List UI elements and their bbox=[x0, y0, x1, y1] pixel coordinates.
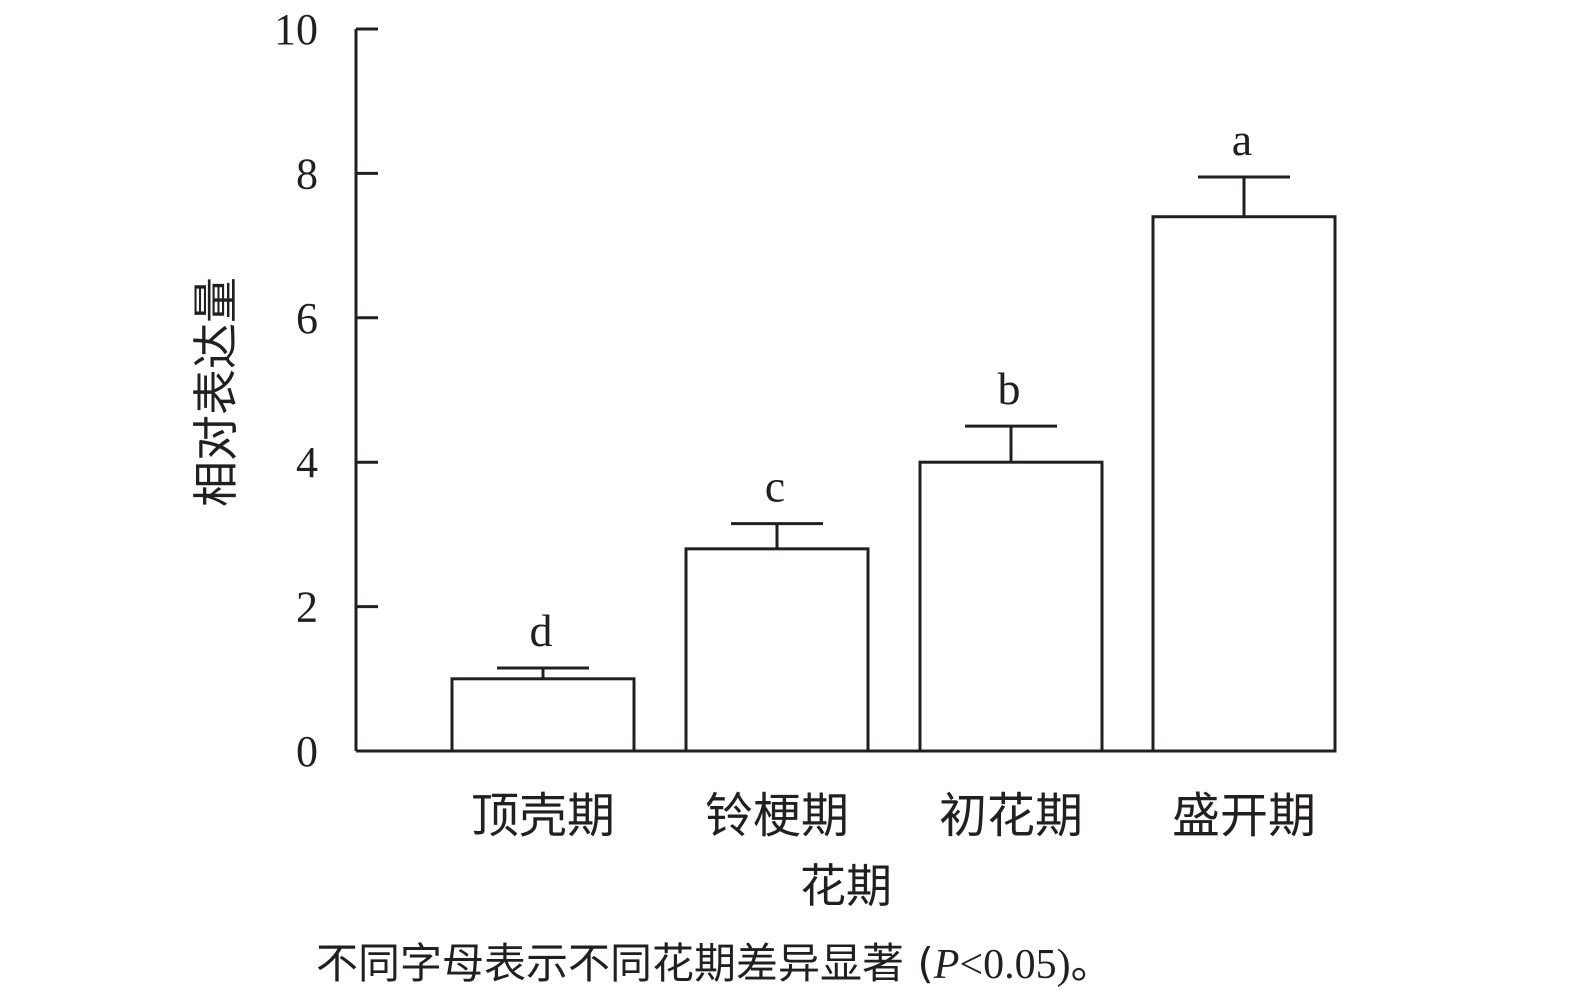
bars bbox=[450, 215, 1337, 753]
bar-3 bbox=[1151, 215, 1337, 753]
error-bars bbox=[497, 175, 1290, 679]
category-label-0: 顶壳期 bbox=[471, 788, 615, 844]
y-tick-label-2: 4 bbox=[296, 438, 318, 487]
bar-2 bbox=[918, 460, 1104, 753]
significance-labels: d c b a bbox=[530, 114, 1253, 656]
y-tick-label-3: 6 bbox=[296, 294, 318, 343]
significance-letter-3: a bbox=[1232, 114, 1252, 165]
footnote-p-symbol: P bbox=[933, 942, 960, 988]
y-tick-label-5: 10 bbox=[274, 5, 318, 54]
bar-0 bbox=[450, 677, 636, 753]
footnote-text-before: 不同字母表示不同花期差异显著 ( bbox=[316, 939, 934, 988]
significance-letter-0: d bbox=[530, 605, 553, 656]
bar-1 bbox=[684, 547, 870, 753]
significance-letter-2: b bbox=[998, 363, 1021, 414]
x-axis-title: 花期 bbox=[800, 859, 892, 913]
y-tick-label-1: 2 bbox=[296, 583, 318, 632]
category-label-3: 盛开期 bbox=[1172, 788, 1316, 844]
category-label-1: 铃梗期 bbox=[705, 788, 849, 844]
y-axis-title: 相对表达量 bbox=[189, 277, 243, 507]
category-labels: 顶壳期 铃梗期 初花期 盛开期 bbox=[471, 788, 1316, 844]
y-tick-label-4: 8 bbox=[296, 149, 318, 198]
footnote-text-after: <0.05)。 bbox=[959, 942, 1113, 988]
y-tick-label-0: 0 bbox=[296, 727, 318, 776]
footnote: 不同字母表示不同花期差异显著 (P<0.05)。 bbox=[316, 930, 1113, 991]
y-axis-ticks: 0 2 4 6 8 10 bbox=[274, 5, 378, 776]
category-label-2: 初花期 bbox=[939, 788, 1083, 844]
significance-letter-1: c bbox=[765, 461, 785, 512]
